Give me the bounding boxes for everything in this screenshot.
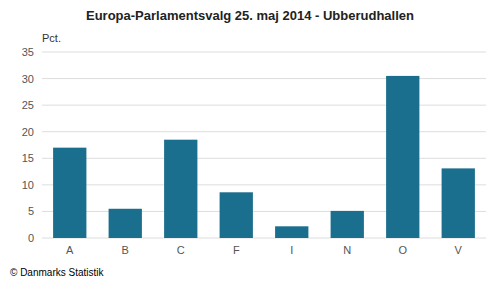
bar <box>109 209 142 238</box>
y-tick-label: 15 <box>22 152 34 164</box>
x-tick-label: A <box>66 244 74 256</box>
x-tick-label: B <box>122 244 129 256</box>
bar <box>442 168 475 238</box>
bars <box>53 76 475 238</box>
x-tick-label: I <box>290 244 293 256</box>
title: Europa-Parlamentsvalg 25. maj 2014 - Ubb… <box>86 8 414 23</box>
bar <box>331 211 364 238</box>
bar <box>386 76 419 238</box>
y-tick-label: 30 <box>22 73 34 85</box>
bar <box>53 148 86 238</box>
y-tick-label: 35 <box>22 46 34 58</box>
bar <box>220 192 253 238</box>
y-tick-label: 25 <box>22 99 34 111</box>
bar <box>164 140 197 238</box>
y-axis-label: Pct. <box>42 32 61 44</box>
y-tick-label: 0 <box>28 232 34 244</box>
y-tick-label: 5 <box>28 205 34 217</box>
chart-svg: Europa-Parlamentsvalg 25. maj 2014 - Ubb… <box>0 0 500 282</box>
y-tick-label: 10 <box>22 179 34 191</box>
y-tick-label: 20 <box>22 126 34 138</box>
bar <box>275 226 308 238</box>
x-tick-label: O <box>398 244 407 256</box>
chart-container: Europa-Parlamentsvalg 25. maj 2014 - Ubb… <box>0 0 500 282</box>
x-tick-label: F <box>233 244 240 256</box>
x-tick-label: V <box>455 244 463 256</box>
grid-line <box>42 52 486 53</box>
x-tick-label: C <box>177 244 185 256</box>
x-tick-label: N <box>343 244 351 256</box>
y-grid <box>42 52 486 238</box>
footer: © Danmarks Statistik <box>10 267 105 278</box>
